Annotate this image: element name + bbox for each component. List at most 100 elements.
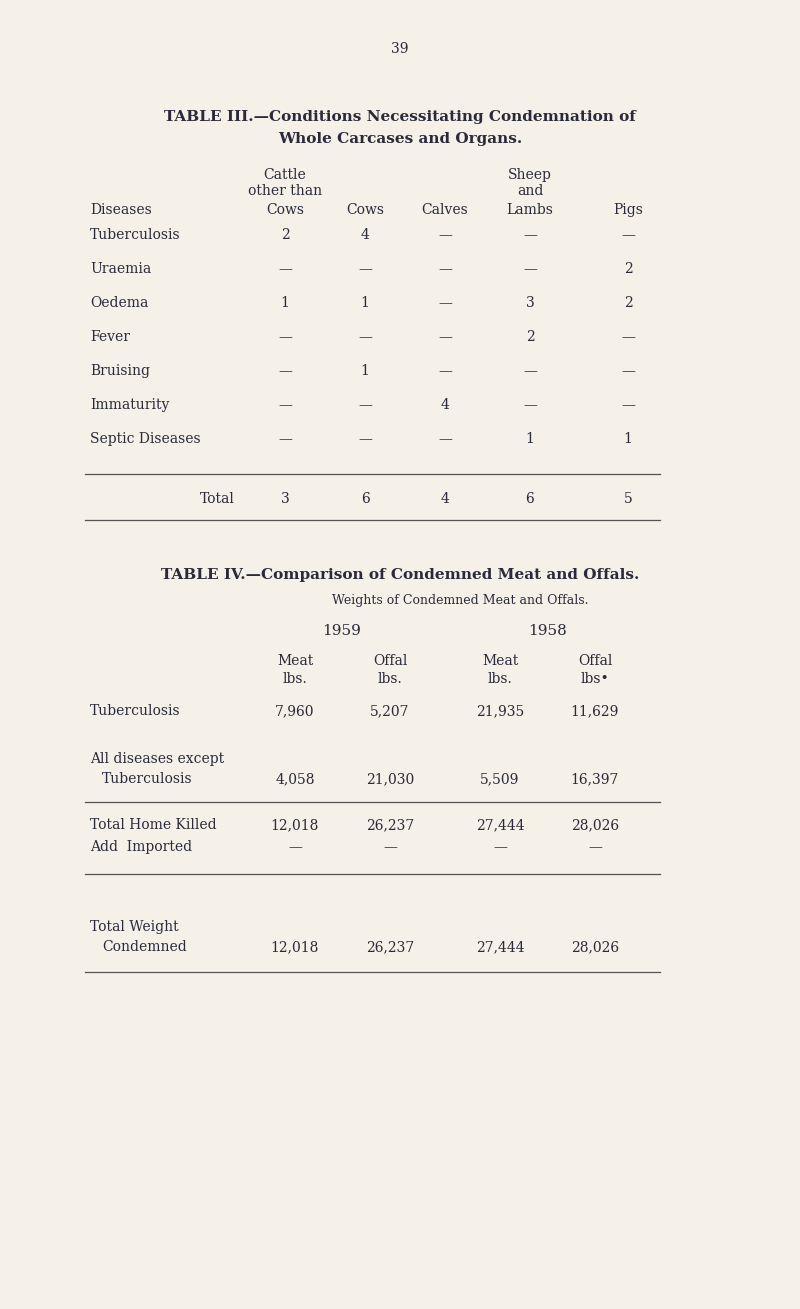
Text: 1: 1	[281, 296, 290, 310]
Text: —: —	[588, 840, 602, 853]
Text: Meat: Meat	[277, 654, 313, 668]
Text: Oedema: Oedema	[90, 296, 148, 310]
Text: —: —	[438, 364, 452, 378]
Text: —: —	[358, 432, 372, 446]
Text: —: —	[278, 364, 292, 378]
Text: 1: 1	[361, 296, 370, 310]
Text: 27,444: 27,444	[476, 818, 524, 833]
Text: 3: 3	[526, 296, 534, 310]
Text: 6: 6	[361, 492, 370, 507]
Text: —: —	[358, 262, 372, 276]
Text: —: —	[523, 262, 537, 276]
Text: Tuberculosis: Tuberculosis	[90, 228, 181, 242]
Text: Total Weight: Total Weight	[90, 920, 178, 935]
Text: 28,026: 28,026	[571, 818, 619, 833]
Text: —: —	[523, 398, 537, 412]
Text: —: —	[288, 840, 302, 853]
Text: Immaturity: Immaturity	[90, 398, 170, 412]
Text: 21,030: 21,030	[366, 772, 414, 785]
Text: —: —	[621, 228, 635, 242]
Text: Lambs: Lambs	[506, 203, 554, 217]
Text: Diseases: Diseases	[90, 203, 152, 217]
Text: Condemned: Condemned	[102, 940, 186, 954]
Text: TABLE IV.—Comparison of Condemned Meat and Offals.: TABLE IV.—Comparison of Condemned Meat a…	[161, 568, 639, 583]
Text: Cattle: Cattle	[264, 168, 306, 182]
Text: 27,444: 27,444	[476, 940, 524, 954]
Text: 4,058: 4,058	[275, 772, 314, 785]
Text: 26,237: 26,237	[366, 818, 414, 833]
Text: lbs•: lbs•	[581, 672, 610, 686]
Text: 28,026: 28,026	[571, 940, 619, 954]
Text: —: —	[278, 398, 292, 412]
Text: —: —	[438, 228, 452, 242]
Text: 21,935: 21,935	[476, 704, 524, 719]
Text: and: and	[517, 185, 543, 198]
Text: —: —	[278, 330, 292, 344]
Text: 5,509: 5,509	[480, 772, 520, 785]
Text: 11,629: 11,629	[571, 704, 619, 719]
Text: 16,397: 16,397	[571, 772, 619, 785]
Text: —: —	[358, 330, 372, 344]
Text: 12,018: 12,018	[271, 818, 319, 833]
Text: 6: 6	[526, 492, 534, 507]
Text: lbs.: lbs.	[378, 672, 402, 686]
Text: —: —	[438, 330, 452, 344]
Text: Total Home Killed: Total Home Killed	[90, 818, 217, 833]
Text: Offal: Offal	[373, 654, 407, 668]
Text: —: —	[621, 330, 635, 344]
Text: Offal: Offal	[578, 654, 612, 668]
Text: lbs.: lbs.	[282, 672, 307, 686]
Text: —: —	[383, 840, 397, 853]
Text: other than: other than	[248, 185, 322, 198]
Text: 3: 3	[281, 492, 290, 507]
Text: Uraemia: Uraemia	[90, 262, 151, 276]
Text: —: —	[278, 432, 292, 446]
Text: 1958: 1958	[528, 624, 566, 637]
Text: 2: 2	[624, 296, 632, 310]
Text: 1: 1	[361, 364, 370, 378]
Text: 5: 5	[624, 492, 632, 507]
Text: All diseases except: All diseases except	[90, 751, 224, 766]
Text: —: —	[358, 398, 372, 412]
Text: Fever: Fever	[90, 330, 130, 344]
Text: Tuberculosis: Tuberculosis	[90, 704, 181, 719]
Text: 1: 1	[526, 432, 534, 446]
Text: —: —	[438, 262, 452, 276]
Text: 26,237: 26,237	[366, 940, 414, 954]
Text: 7,960: 7,960	[275, 704, 314, 719]
Text: Cows: Cows	[346, 203, 384, 217]
Text: 1959: 1959	[322, 624, 362, 637]
Text: 4: 4	[361, 228, 370, 242]
Text: 39: 39	[391, 42, 409, 56]
Text: Add  Imported: Add Imported	[90, 840, 192, 853]
Text: Cows: Cows	[266, 203, 304, 217]
Text: 4: 4	[441, 492, 450, 507]
Text: —: —	[621, 398, 635, 412]
Text: Sheep: Sheep	[508, 168, 552, 182]
Text: lbs.: lbs.	[488, 672, 512, 686]
Text: 4: 4	[441, 398, 450, 412]
Text: Tuberculosis: Tuberculosis	[102, 772, 193, 785]
Text: TABLE III.—Conditions Necessitating Condemnation of: TABLE III.—Conditions Necessitating Cond…	[164, 110, 636, 124]
Text: 2: 2	[624, 262, 632, 276]
Text: —: —	[621, 364, 635, 378]
Text: 5,207: 5,207	[370, 704, 410, 719]
Text: —: —	[523, 228, 537, 242]
Text: Total: Total	[200, 492, 235, 507]
Text: —: —	[278, 262, 292, 276]
Text: Bruising: Bruising	[90, 364, 150, 378]
Text: Whole Carcases and Organs.: Whole Carcases and Organs.	[278, 132, 522, 147]
Text: 2: 2	[281, 228, 290, 242]
Text: —: —	[438, 432, 452, 446]
Text: Calves: Calves	[422, 203, 468, 217]
Text: Septic Diseases: Septic Diseases	[90, 432, 201, 446]
Text: —: —	[493, 840, 507, 853]
Text: Pigs: Pigs	[613, 203, 643, 217]
Text: —: —	[438, 296, 452, 310]
Text: 12,018: 12,018	[271, 940, 319, 954]
Text: 1: 1	[623, 432, 633, 446]
Text: Meat: Meat	[482, 654, 518, 668]
Text: Weights of Condemned Meat and Offals.: Weights of Condemned Meat and Offals.	[332, 594, 588, 607]
Text: —: —	[523, 364, 537, 378]
Text: 2: 2	[526, 330, 534, 344]
